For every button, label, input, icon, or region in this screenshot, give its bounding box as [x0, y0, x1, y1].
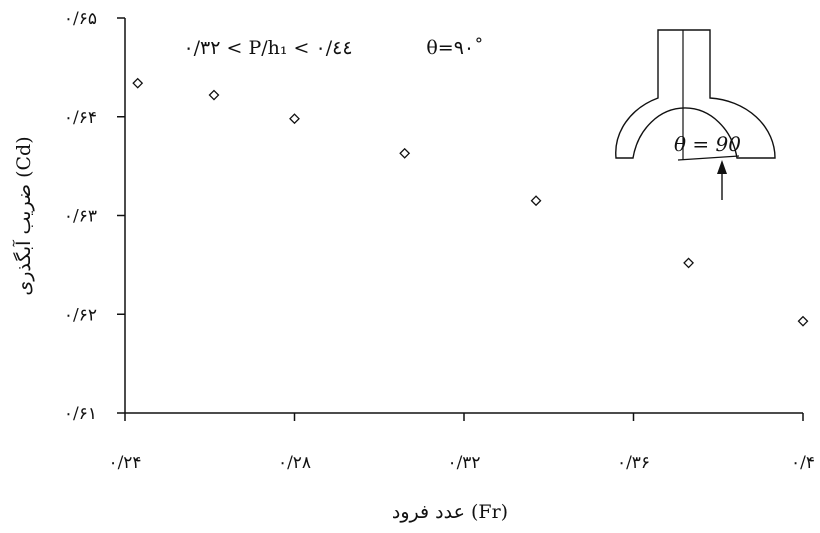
data-point-marker: [132, 77, 144, 89]
x-tick-label: ۰/۲۸: [278, 453, 311, 473]
x-tick-label: ۰/۴: [791, 453, 815, 473]
angle-ray-line: [677, 155, 740, 161]
range-annotation: ۰/۳۲ < P/h₁ < ۰/٤٤: [183, 37, 352, 59]
data-points: [132, 77, 809, 327]
y-tick-label: ۰/۶۱: [64, 404, 97, 424]
data-point-marker: [530, 195, 542, 207]
axis-ticks: ۰/۲۴ ۰/۲۸ ۰/۳۲ ۰/۳۶ ۰/۴ ۰/۶۱ ۰/۶۲ ۰/۶۳ ۰/۶۴ ۰/۶۵: [64, 9, 815, 473]
y-axis-title: ضریب آبگذری (Cd): [12, 136, 35, 295]
weir-outline: [615, 29, 776, 159]
data-point-marker: [208, 89, 220, 101]
x-tick-label: ۰/۳۲: [447, 453, 480, 473]
axes: [124, 18, 803, 414]
data-point-marker: [797, 315, 809, 327]
weir-inset-diagram: θ = 90: [615, 29, 776, 200]
inset-arrow-head: [717, 160, 727, 174]
y-tick-label: ۰/۶۲: [64, 305, 97, 325]
x-tick-label: ۰/۲۴: [108, 453, 141, 473]
data-point-marker: [289, 113, 300, 125]
data-point-marker: [399, 147, 411, 159]
y-tick-label: ۰/۶۳: [64, 207, 97, 227]
angle-annotation: θ=۹۰˚: [426, 37, 483, 59]
x-axis-title: عدد فرود (Fr): [392, 501, 508, 523]
x-tick-label: ۰/۳۶: [617, 453, 650, 473]
inset-angle-label: θ = 90: [674, 132, 741, 156]
y-tick-label: ۰/۶۴: [64, 108, 97, 128]
data-point-marker: [683, 257, 695, 269]
y-tick-label: ۰/۶۵: [64, 9, 97, 29]
